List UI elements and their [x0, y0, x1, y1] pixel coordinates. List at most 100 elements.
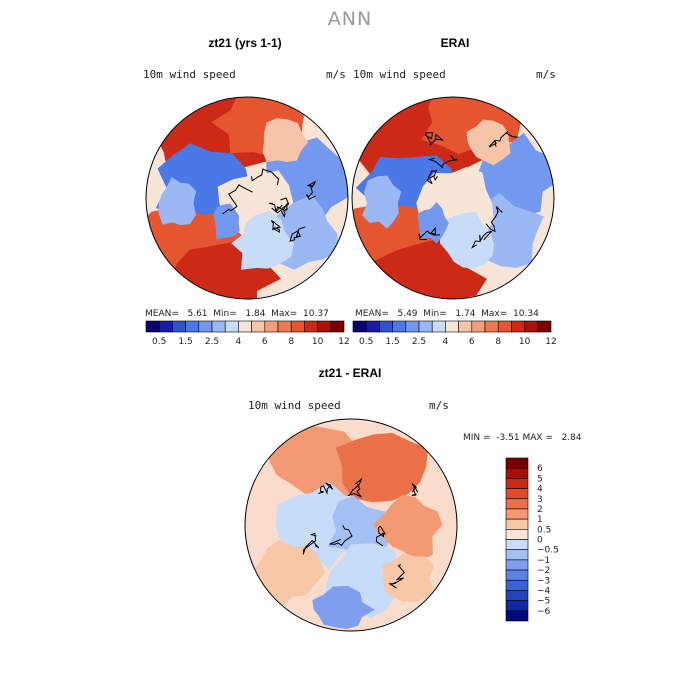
panel1-colorbar-tick-label: 2.5 [205, 337, 219, 347]
panel2-colorbar-swatch [418, 320, 433, 333]
panel3-map-region [382, 553, 435, 602]
panel1-colorbar-swatch [264, 320, 279, 333]
panel2-min-value: 1.74 [455, 309, 476, 319]
panel2-map-coastline [424, 132, 445, 146]
panel2-map-coastline [427, 154, 458, 169]
panel1-colorbar-tick-label: 0.5 [152, 337, 166, 347]
panel3-units: m/s [429, 399, 449, 412]
panel2-map-region [466, 119, 511, 166]
panel1-colorbar-swatch [251, 320, 266, 333]
panel1-map-coastline [271, 219, 282, 234]
panel3-map-region [372, 494, 443, 562]
panel1-map-coastline [271, 197, 290, 218]
panel2-map-coastline [485, 206, 503, 233]
panel2-colorbar-swatch [497, 320, 512, 333]
panel1-max-value: 10.37 [303, 309, 329, 319]
panel3-min-label: MIN = [463, 433, 491, 443]
panel3-map-coastline [388, 563, 405, 589]
panel1-min-value: 1.84 [245, 309, 266, 319]
panel1-colorbar-tick-label: 6 [262, 337, 268, 347]
panel3-colorbar-tick-label: −5 [537, 597, 550, 607]
panel3-colorbar-swatch [505, 518, 529, 530]
panel2-colorbar-tick-label: 4 [443, 337, 449, 347]
panel1-colorbar-swatch [330, 320, 345, 333]
panel3-colorbar-tick-label: 4 [537, 485, 543, 495]
panel2-colorbar-swatch [537, 320, 552, 333]
panel3-stats: MIN = -3.51 MAX = 2.84 [463, 433, 582, 443]
panel2-map-coastline [418, 226, 441, 240]
panel2-colorbar-swatch [484, 320, 499, 333]
panel2-colorbar-swatch [524, 320, 539, 333]
panel3-colorbar-tick-label: −1 [537, 556, 550, 566]
panel2-colorbar-swatch [445, 320, 459, 333]
panel1-map-coastline [251, 168, 280, 186]
panel3-colorbar-tick-label: 0.5 [537, 525, 551, 535]
panel1-field-label: 10m wind speed [143, 68, 236, 81]
panel3-colorbar-swatch [505, 559, 529, 571]
panel3-colorbar-swatch [505, 508, 529, 520]
panel1-map [146, 97, 348, 299]
panel3-field-label: 10m wind speed [248, 399, 341, 412]
panel2-max-label: Max= [481, 309, 508, 319]
panel3-map-coastline [302, 532, 320, 555]
panel3-colorbar-swatch [505, 478, 529, 489]
panel3-colorbar-swatch [505, 467, 529, 479]
panel1-map-region [262, 118, 308, 162]
panel2-stats: MEAN= 5.49 Min= 1.74 Max= 10.34 [355, 309, 539, 319]
panel2-colorbar-tick-label: 0.5 [359, 337, 373, 347]
panel1-units: m/s [326, 68, 346, 81]
panel1-colorbar-swatch [304, 320, 318, 333]
panel1-colorbar-swatch [317, 320, 332, 333]
panel1-colorbar-swatch [145, 320, 160, 333]
panel3-colorbar-swatch [505, 610, 529, 622]
panel2-title: ERAI [440, 36, 470, 50]
panel2-colorbar-swatch [458, 320, 473, 333]
panel3-map-region [267, 424, 366, 503]
main-title: ANN [327, 8, 373, 30]
panel3-map-coastline [411, 483, 419, 496]
panel1-min-label: Min= [213, 309, 237, 319]
panel2-colorbar-tick-label: 8 [495, 337, 501, 347]
panel3-colorbar-tick-label: 5 [537, 474, 543, 484]
panel1-map-coastline [222, 184, 253, 215]
panel2-map-border [351, 96, 555, 300]
panel2-min-label: Min= [423, 309, 447, 319]
panel2-map [352, 97, 554, 299]
panel3-map-region [251, 540, 326, 609]
panel2-map-region [439, 211, 495, 269]
panel1-colorbar-tick-label: 1.5 [178, 337, 192, 347]
panel2-map-region [362, 175, 402, 229]
panel1-colorbar-swatch [198, 320, 213, 333]
panel3-colorbar-tick-label: 6 [537, 464, 543, 474]
panel3-colorbar-swatch [505, 539, 529, 550]
panel1-colorbar-swatch [290, 320, 305, 333]
panel3-colorbar-swatch [505, 590, 529, 601]
panel3-map-region [312, 586, 375, 629]
panel2-colorbar-swatch [392, 320, 407, 333]
panel1-map-coastline [268, 202, 288, 213]
panel1-colorbar-swatch [238, 320, 252, 333]
panel1-colorbar-swatch [211, 320, 226, 333]
panel3-max-label: MAX = [522, 433, 553, 443]
panel1-colorbar-swatch [277, 320, 292, 333]
panel3-colorbar-swatch [505, 457, 529, 469]
panel1-colorbar-tick-label: 10 [312, 337, 324, 347]
panel1-colorbar-tick-label: 4 [236, 337, 242, 347]
panel3-colorbar-tick-label: 3 [537, 495, 543, 505]
panel2-colorbar-tick-label: 10 [519, 337, 531, 347]
panel3-colorbar-swatch [505, 488, 529, 500]
panel3-map [245, 419, 457, 631]
panel3-map-coastline [329, 525, 353, 547]
panel3-colorbar-tick-label: −6 [537, 607, 551, 617]
panel3-map-border [244, 418, 458, 632]
panel2-max-value: 10.34 [513, 309, 539, 319]
panel2-field-label: 10m wind speed [353, 68, 446, 81]
panel2-colorbar-swatch [365, 320, 380, 333]
panel2-colorbar-tick-label: 2.5 [412, 337, 426, 347]
panel1-map-coastline [289, 226, 306, 242]
panel3-map-coastline [375, 525, 387, 547]
panel3-colorbar-swatch [505, 600, 529, 612]
panel2-map-coastline [488, 131, 519, 148]
panel2-colorbar-swatch [431, 320, 446, 333]
